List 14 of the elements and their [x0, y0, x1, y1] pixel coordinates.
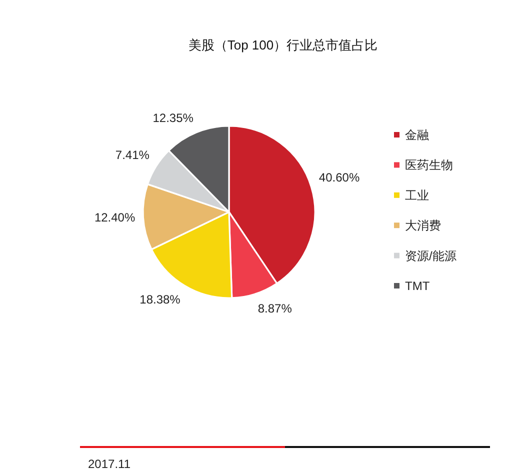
legend-label: 工业	[405, 188, 429, 202]
data-label: 8.87%	[258, 301, 292, 316]
legend-label: 金融	[405, 128, 429, 142]
legend-label: 大消费	[405, 218, 441, 233]
legend-label: 资源/能源	[405, 248, 456, 263]
legend-label: TMT	[405, 279, 430, 293]
legend-label: 医药生物	[405, 158, 453, 172]
annotation: 2017.11	[88, 457, 130, 471]
data-label: 12.35%	[152, 110, 194, 125]
data-label: 40.60%	[318, 170, 360, 185]
data-label: 18.38%	[140, 292, 180, 306]
data-label: 12.40%	[94, 210, 136, 225]
data-label: 7.41%	[115, 148, 150, 162]
title: 美股（Top 100）行业总市值占比	[188, 38, 378, 52]
